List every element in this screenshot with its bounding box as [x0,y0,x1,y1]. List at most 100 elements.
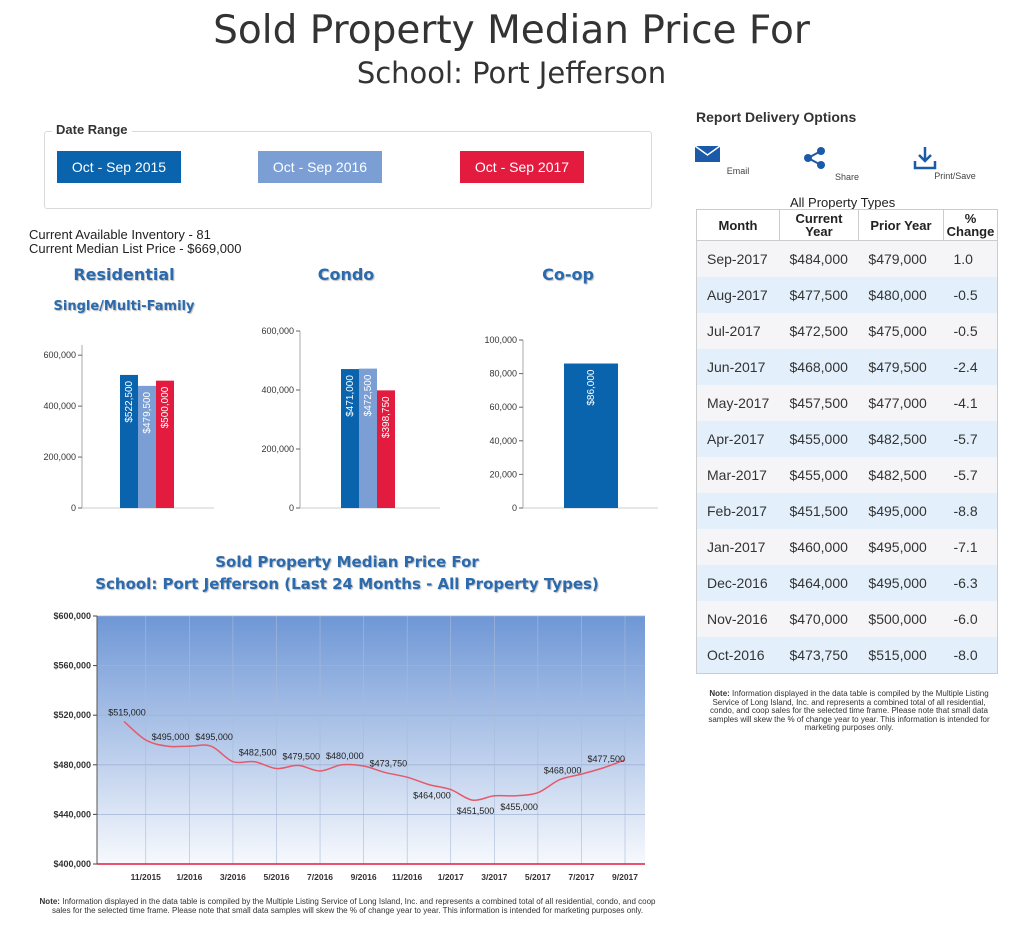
table-row: Apr-2017 $455,000 $482,500 -5.7 [696,421,998,457]
cell-pct-change: -5.7 [943,457,998,493]
range-button-2016[interactable]: Oct - Sep 2016 [258,151,382,183]
y-tick-label: $480,000 [53,760,91,770]
cell-current-year: $460,000 [779,529,859,565]
y-tick-label: 0 [289,503,294,513]
cell-prior-year: $515,000 [858,637,944,674]
bar [359,368,377,508]
range-button-2017[interactable]: Oct - Sep 2017 [460,151,584,183]
table-row: Mar-2017 $455,000 $482,500 -5.7 [696,457,998,493]
line-chart-subtitle: School: Port Jefferson (Last 24 Months -… [95,575,599,593]
header-pct-change: % Change [942,209,999,241]
price-table: Month Current Year Prior Year % Change S… [695,209,999,674]
bar-value-label: $479,500 [142,391,153,433]
residential-bar-chart: 0 200,000 400,000 600,000 $522,500 $479,500 $… [43,345,214,513]
cell-pct-change: -6.0 [943,601,998,637]
cell-prior-year: $475,000 [858,313,944,349]
cell-prior-year: $482,500 [858,457,944,493]
cell-prior-year: $495,000 [858,565,944,601]
point-label: $495,000 [195,732,233,742]
page-title: Sold Property Median Price For [213,8,810,53]
x-tick-label: 7/2017 [568,872,594,882]
line-chart: $400,000 $440,000 $480,000 $520,000 $560,000… [53,611,645,882]
share-icon[interactable] [803,146,827,170]
cell-current-year: $470,000 [779,601,859,637]
cell-current-year: $477,500 [779,277,859,313]
x-tick-label: 7/2016 [307,872,333,882]
point-label: $455,000 [500,802,538,812]
email-label[interactable]: Email [726,166,750,176]
cell-month: Oct-2016 [696,637,780,674]
y-tick-label: 40,000 [489,436,517,446]
y-tick-label: $400,000 [53,859,91,869]
x-tick-label: 5/2016 [263,872,289,882]
cell-prior-year: $479,500 [858,349,944,385]
bar-value-label: $398,750 [381,396,392,438]
residential-chart-subtitle: Single/Multi-Family [53,299,195,314]
y-tick-label: 100,000 [484,335,517,345]
table-row: Feb-2017 $451,500 $495,000 -8.8 [696,493,998,529]
point-label: $477,500 [587,754,625,764]
page-subtitle: School: Port Jefferson [356,56,667,90]
point-label: $473,750 [370,759,408,769]
cell-current-year: $464,000 [779,565,859,601]
x-tick-label: 3/2017 [481,872,507,882]
bar-value-label: $86,000 [586,369,597,406]
table-row: Aug-2017 $477,500 $480,000 -0.5 [696,277,998,313]
table-row: Jul-2017 $472,500 $475,000 -0.5 [696,313,998,349]
y-tick-label: 400,000 [261,385,294,395]
cell-pct-change: -2.4 [943,349,998,385]
cell-month: Jun-2017 [696,349,780,385]
bar-value-label: $522,500 [124,380,135,422]
table-header-row: Month Current Year Prior Year % Change [695,209,999,241]
share-label[interactable]: Share [834,172,860,182]
table-row: Sep-2017 $484,000 $479,000 1.0 [696,240,998,277]
point-label: $468,000 [544,766,582,776]
x-tick-label: 1/2016 [176,872,202,882]
cell-month: Mar-2017 [696,457,780,493]
cell-pct-change: -0.5 [943,313,998,349]
x-tick-label: 11/2015 [131,872,162,882]
cell-pct-change: -5.7 [943,421,998,457]
y-tick-label: 0 [71,503,76,513]
cell-pct-change: 1.0 [943,240,998,277]
cell-prior-year: $477,000 [858,385,944,421]
table-caption: All Property Types [790,195,896,210]
point-label: $515,000 [108,707,146,717]
available-inventory: Current Available Inventory - 81 [29,227,211,242]
line-chart-title: Sold Property Median Price For [215,553,479,571]
cell-pct-change: -8.8 [943,493,998,529]
cell-current-year: $455,000 [779,421,859,457]
cell-current-year: $472,500 [779,313,859,349]
bar-value-label: $472,500 [363,374,374,416]
cell-current-year: $484,000 [779,240,859,277]
condo-bar-chart: 0 200,000 400,000 600,000 $471,000 $472,500 $… [261,326,440,513]
y-tick-label: 80,000 [489,369,517,379]
download-icon[interactable] [912,146,938,170]
cell-current-year: $468,000 [779,349,859,385]
cell-month: May-2017 [696,385,780,421]
cell-current-year: $457,500 [779,385,859,421]
bar-value-label: $471,000 [345,375,356,417]
median-list-price: Current Median List Price - $669,000 [29,241,242,256]
table-row: May-2017 $457,500 $477,000 -4.1 [696,385,998,421]
cell-prior-year: $480,000 [858,277,944,313]
header-prior-year: Prior Year [857,209,944,241]
residential-chart-title: Residential [73,265,175,284]
bar-value-label: $500,000 [160,386,171,428]
cell-month: Aug-2017 [696,277,780,313]
cell-current-year: $455,000 [779,457,859,493]
y-tick-label: $440,000 [53,809,91,819]
email-icon[interactable] [694,145,724,165]
cell-pct-change: -6.3 [943,565,998,601]
cell-month: Feb-2017 [696,493,780,529]
coop-bar-chart: 0 20,000 40,000 60,000 80,000 100,000 $86,000 [484,335,658,513]
table-row: Jun-2017 $468,000 $479,500 -2.4 [696,349,998,385]
cell-month: Jan-2017 [696,529,780,565]
line-plot-area [97,616,645,864]
y-tick-label: 60,000 [489,402,517,412]
range-button-2015[interactable]: Oct - Sep 2015 [57,151,181,183]
print-save-label[interactable]: Print/Save [934,171,976,181]
point-label: $482,500 [239,748,277,758]
bottom-note-text: Information displayed in the data table … [51,897,656,915]
table-note-text: Information displayed in the data table … [708,689,990,732]
